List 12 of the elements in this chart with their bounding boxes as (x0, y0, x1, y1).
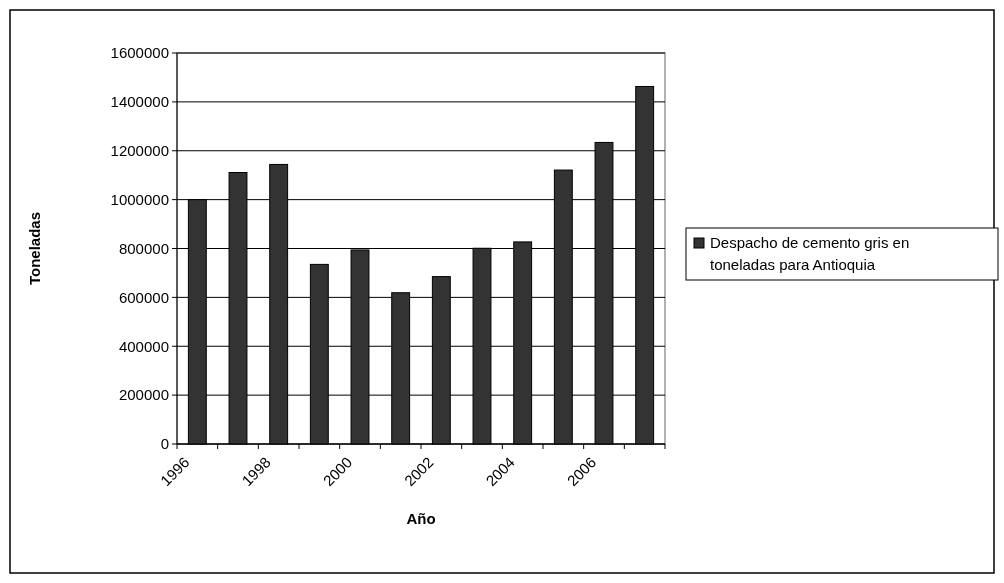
y-tick-label: 1200000 (110, 142, 169, 159)
y-tick-label: 600000 (118, 288, 169, 306)
y-tick-label: 200000 (118, 386, 169, 404)
y-axis-title: Toneladas (26, 211, 43, 286)
y-tick-label: 800000 (118, 239, 169, 257)
y-tick-label: 0 (160, 435, 169, 453)
y-tick-label: 1600000 (110, 44, 169, 62)
y-tick-label: 1400000 (110, 93, 169, 111)
legend-label: Despacho de cemento gris en toneladas para Antioquia (710, 234, 910, 273)
y-tick-label: 400000 (118, 337, 169, 355)
x-axis-title: Año (406, 510, 436, 527)
y-tick-label: 1000000 (110, 190, 169, 208)
